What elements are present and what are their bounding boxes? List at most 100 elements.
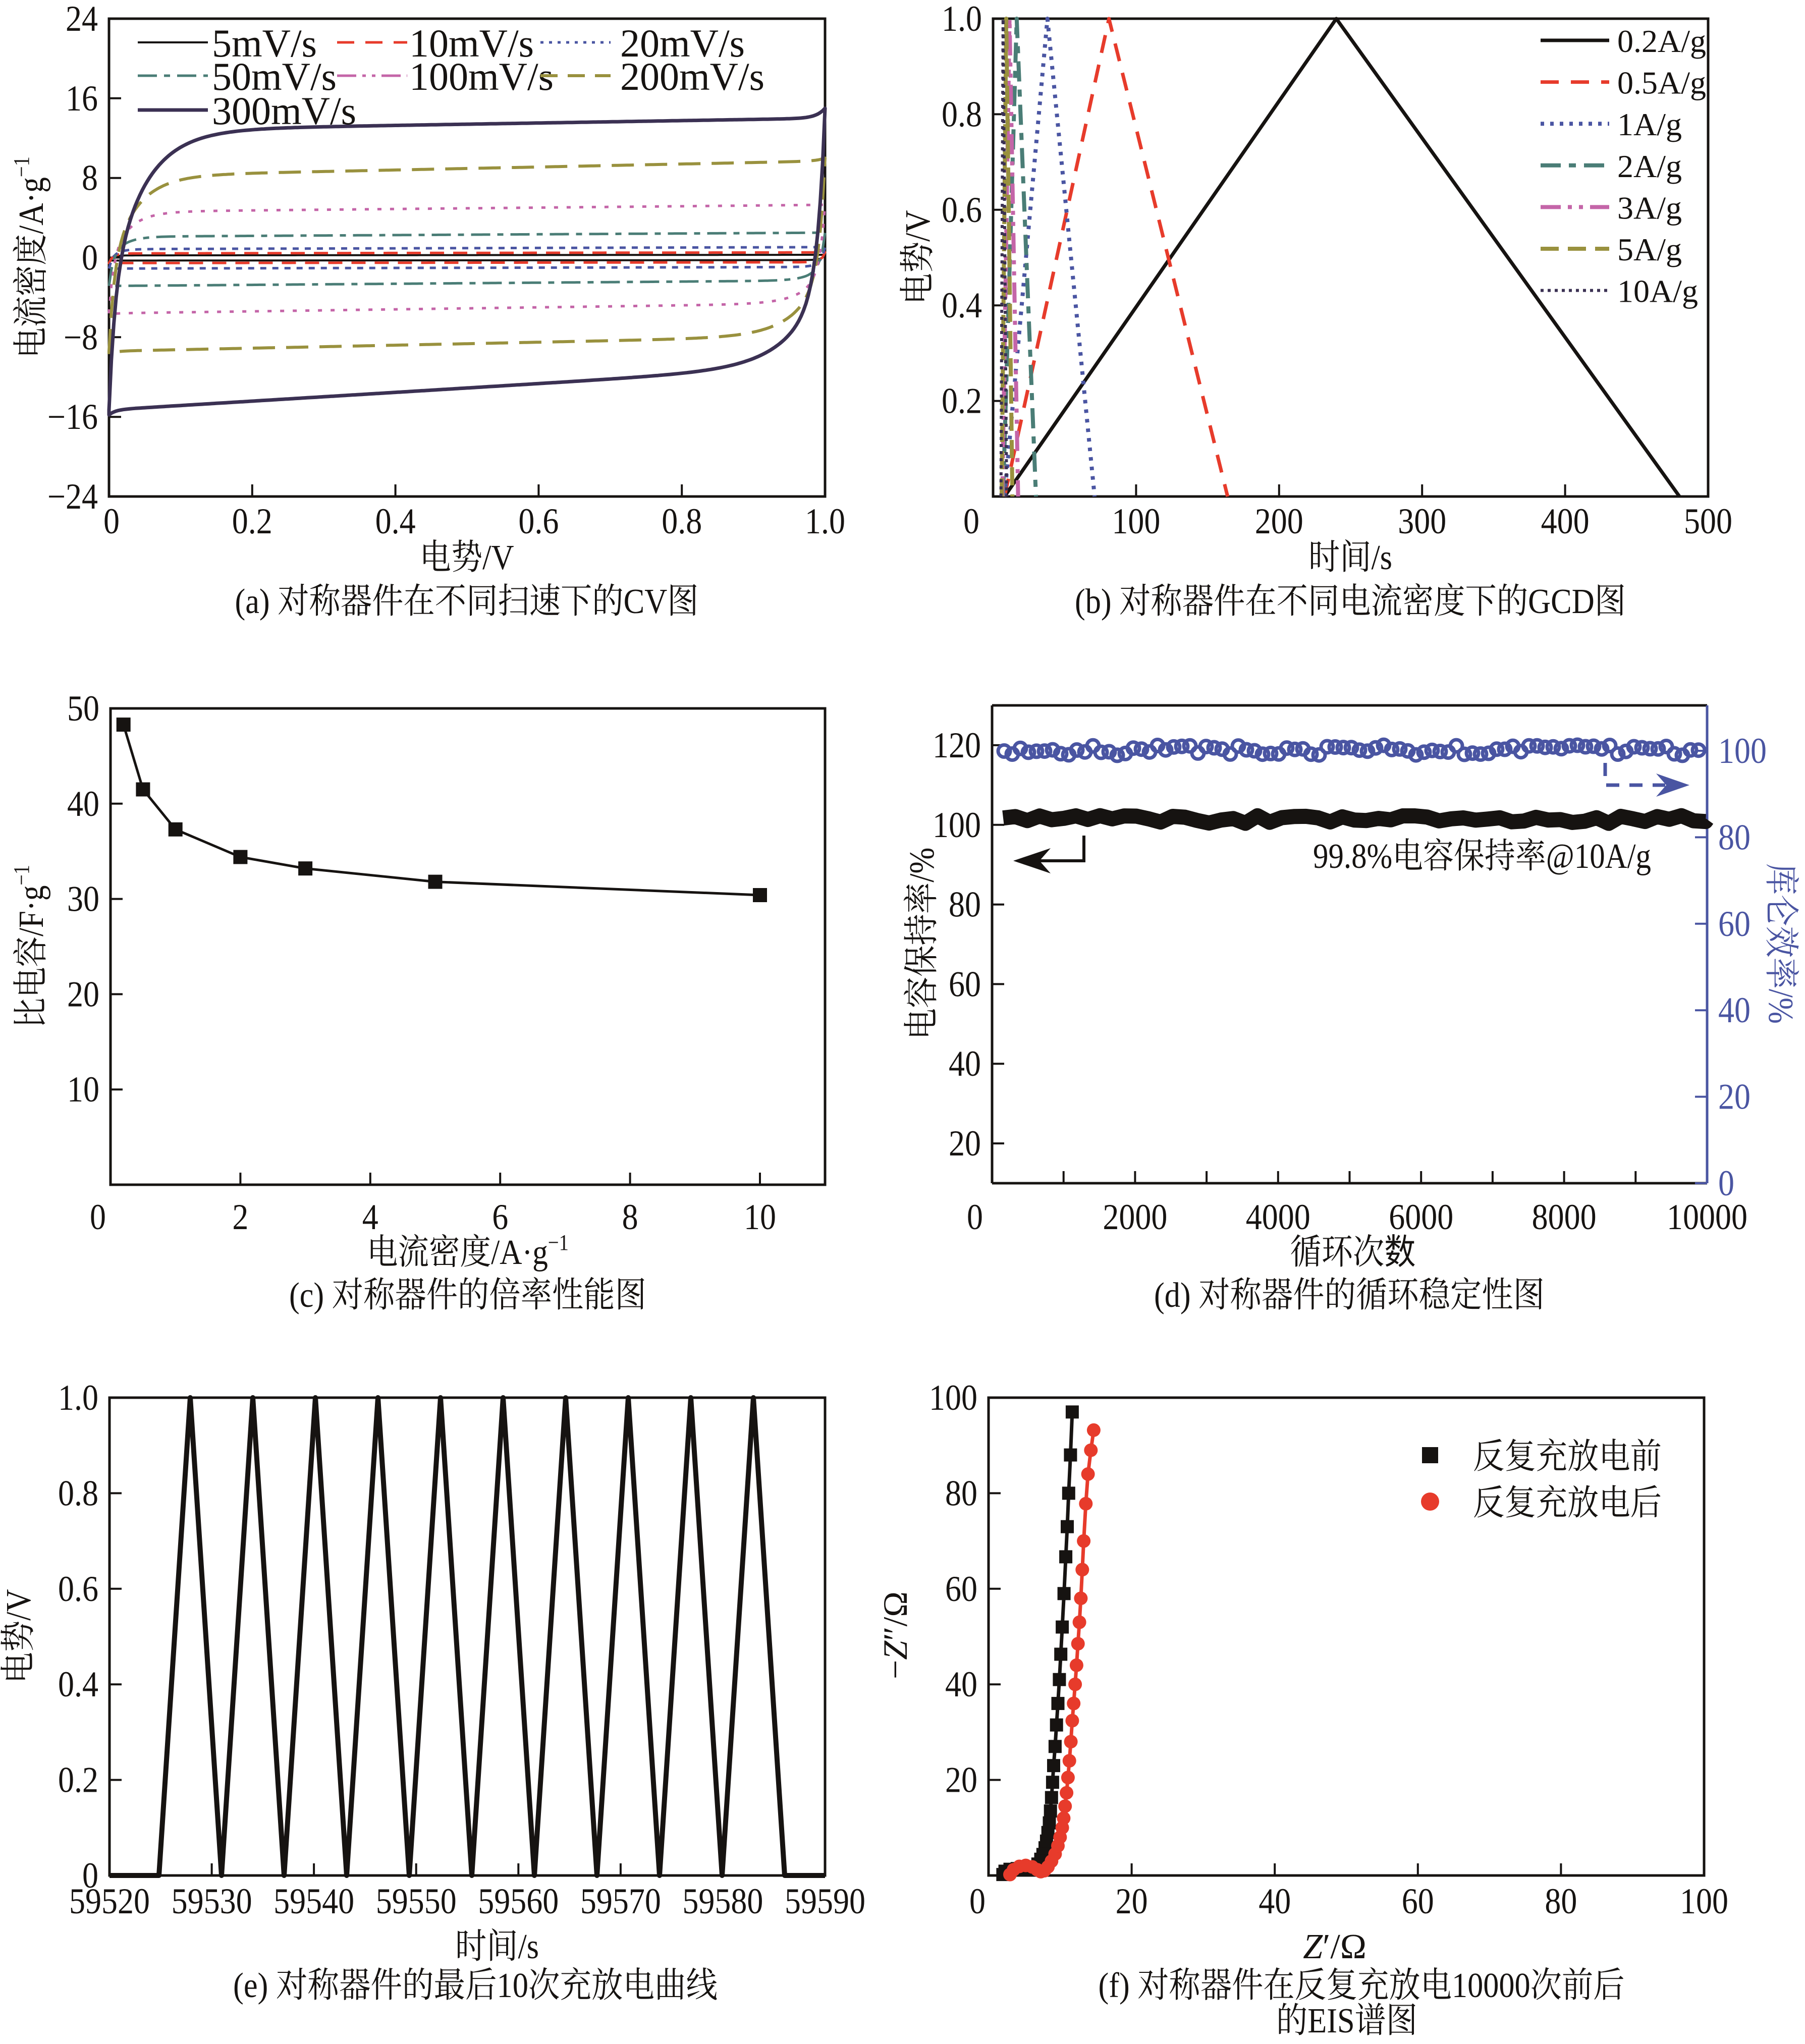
svg-text:0.8: 0.8 bbox=[942, 94, 982, 134]
svg-text:循环次数: 循环次数 bbox=[1290, 1233, 1416, 1272]
svg-text:59590: 59590 bbox=[785, 1881, 865, 1921]
svg-text:50mV/s: 50mV/s bbox=[212, 54, 337, 98]
svg-text:400: 400 bbox=[1541, 501, 1590, 541]
svg-text:(f) 对称器件在反复充放电10000次前后: (f) 对称器件在反复充放电10000次前后 bbox=[1099, 1966, 1625, 2005]
svg-text:0.6: 0.6 bbox=[518, 501, 559, 541]
svg-text:电流密度/A·g−1: 电流密度/A·g−1 bbox=[367, 1230, 569, 1272]
svg-text:100: 100 bbox=[929, 1377, 977, 1418]
svg-text:500: 500 bbox=[1684, 501, 1732, 541]
svg-text:3A/g: 3A/g bbox=[1617, 190, 1682, 226]
svg-text:8: 8 bbox=[82, 158, 98, 198]
svg-text:80: 80 bbox=[945, 1473, 977, 1513]
svg-text:20: 20 bbox=[1116, 1881, 1148, 1921]
svg-text:60: 60 bbox=[1718, 904, 1751, 944]
svg-text:1.0: 1.0 bbox=[58, 1377, 98, 1418]
svg-text:80: 80 bbox=[949, 885, 981, 925]
svg-text:40: 40 bbox=[1718, 990, 1751, 1030]
svg-text:(c) 对称器件的倍率性能图: (c) 对称器件的倍率性能图 bbox=[289, 1276, 646, 1315]
svg-text:电容保持率/%: 电容保持率/% bbox=[903, 848, 942, 1040]
svg-text:16: 16 bbox=[66, 78, 98, 119]
svg-text:2: 2 bbox=[232, 1197, 248, 1237]
svg-text:100: 100 bbox=[1680, 1881, 1728, 1921]
svg-text:电流密度/A·g−1: 电流密度/A·g−1 bbox=[9, 156, 51, 358]
svg-text:0: 0 bbox=[103, 501, 120, 541]
svg-text:(e) 对称器件的最后10次充放电曲线: (e) 对称器件的最后10次充放电曲线 bbox=[233, 1966, 718, 2005]
svg-text:8: 8 bbox=[622, 1197, 638, 1237]
svg-text:1A/g: 1A/g bbox=[1617, 106, 1682, 142]
svg-text:60: 60 bbox=[949, 964, 981, 1004]
svg-text:5mV/s: 5mV/s bbox=[212, 21, 317, 65]
svg-text:40: 40 bbox=[67, 784, 99, 824]
svg-text:50: 50 bbox=[67, 688, 99, 729]
svg-text:电势/V: 电势/V bbox=[899, 210, 938, 305]
svg-text:59520: 59520 bbox=[69, 1881, 150, 1921]
svg-text:6: 6 bbox=[492, 1197, 508, 1237]
svg-text:10: 10 bbox=[744, 1197, 776, 1237]
svg-text:20mV/s: 20mV/s bbox=[620, 21, 745, 65]
svg-text:30: 30 bbox=[67, 879, 99, 919]
svg-text:20: 20 bbox=[945, 1760, 977, 1800]
svg-text:−Z″/Ω: −Z″/Ω bbox=[876, 1591, 914, 1679]
svg-text:300mV/s: 300mV/s bbox=[212, 89, 356, 133]
svg-text:0.2: 0.2 bbox=[232, 501, 272, 541]
svg-text:0.4: 0.4 bbox=[942, 285, 982, 325]
svg-text:59580: 59580 bbox=[682, 1881, 763, 1921]
svg-text:6000: 6000 bbox=[1389, 1197, 1453, 1237]
svg-text:反复充放电前: 反复充放电前 bbox=[1473, 1438, 1662, 1476]
svg-text:5A/g: 5A/g bbox=[1617, 232, 1682, 267]
svg-text:80: 80 bbox=[1718, 817, 1751, 857]
svg-text:10: 10 bbox=[67, 1069, 99, 1110]
svg-text:0: 0 bbox=[82, 238, 98, 278]
svg-text:40: 40 bbox=[1259, 1881, 1291, 1921]
svg-text:20: 20 bbox=[1718, 1077, 1751, 1117]
svg-text:时间/s: 时间/s bbox=[455, 1927, 539, 1966]
svg-text:99.8%电容保持率@10A/g: 99.8%电容保持率@10A/g bbox=[1313, 837, 1651, 876]
svg-text:0.2: 0.2 bbox=[58, 1760, 98, 1800]
svg-text:0.6: 0.6 bbox=[58, 1569, 98, 1609]
svg-text:59560: 59560 bbox=[478, 1881, 559, 1921]
svg-text:−24: −24 bbox=[47, 476, 98, 517]
svg-text:库仑效率/%: 库仑效率/% bbox=[1761, 863, 1800, 1024]
svg-text:−16: −16 bbox=[47, 397, 98, 437]
svg-text:的EIS谱图: 的EIS谱图 bbox=[1276, 2002, 1417, 2040]
svg-text:−8: −8 bbox=[64, 317, 98, 357]
svg-text:100: 100 bbox=[1718, 731, 1767, 771]
svg-text:0: 0 bbox=[967, 1197, 983, 1237]
svg-text:电势/V: 电势/V bbox=[420, 538, 514, 577]
svg-text:10A/g: 10A/g bbox=[1617, 273, 1698, 309]
svg-text:0.6: 0.6 bbox=[942, 190, 982, 230]
svg-text:59530: 59530 bbox=[172, 1881, 252, 1921]
svg-text:0.8: 0.8 bbox=[662, 501, 702, 541]
svg-text:200mV/s: 200mV/s bbox=[620, 54, 764, 98]
svg-text:59540: 59540 bbox=[274, 1881, 354, 1921]
svg-text:0: 0 bbox=[963, 501, 979, 541]
svg-text:(d) 对称器件的循环稳定性图: (d) 对称器件的循环稳定性图 bbox=[1154, 1276, 1545, 1315]
svg-text:24: 24 bbox=[66, 0, 98, 39]
svg-text:0: 0 bbox=[1718, 1163, 1734, 1203]
svg-text:10mV/s: 10mV/s bbox=[409, 21, 534, 65]
svg-text:0: 0 bbox=[969, 1881, 986, 1921]
svg-text:60: 60 bbox=[945, 1569, 977, 1609]
svg-text:Z′/Ω: Z′/Ω bbox=[1303, 1927, 1366, 1966]
svg-text:100: 100 bbox=[933, 805, 981, 845]
svg-text:电势/V: 电势/V bbox=[0, 1589, 38, 1684]
svg-text:1.0: 1.0 bbox=[805, 501, 845, 541]
svg-text:10000: 10000 bbox=[1667, 1197, 1747, 1237]
svg-text:200: 200 bbox=[1255, 501, 1303, 541]
svg-text:0.8: 0.8 bbox=[58, 1473, 98, 1513]
svg-text:40: 40 bbox=[945, 1664, 977, 1704]
svg-text:100mV/s: 100mV/s bbox=[409, 54, 554, 98]
svg-text:(a) 对称器件在不同扫速下的CV图: (a) 对称器件在不同扫速下的CV图 bbox=[235, 582, 699, 621]
svg-text:反复充放电后: 反复充放电后 bbox=[1473, 1484, 1662, 1523]
svg-text:2A/g: 2A/g bbox=[1617, 148, 1682, 184]
svg-text:40: 40 bbox=[949, 1043, 981, 1084]
svg-text:0.2: 0.2 bbox=[942, 381, 982, 421]
svg-text:4000: 4000 bbox=[1246, 1197, 1310, 1237]
svg-text:80: 80 bbox=[1545, 1881, 1577, 1921]
svg-text:2000: 2000 bbox=[1103, 1197, 1167, 1237]
svg-text:比电容/F·g−1: 比电容/F·g−1 bbox=[9, 865, 51, 1028]
svg-text:0: 0 bbox=[90, 1197, 106, 1237]
svg-text:60: 60 bbox=[1402, 1881, 1434, 1921]
svg-text:20: 20 bbox=[949, 1123, 981, 1164]
svg-text:8000: 8000 bbox=[1532, 1197, 1597, 1237]
